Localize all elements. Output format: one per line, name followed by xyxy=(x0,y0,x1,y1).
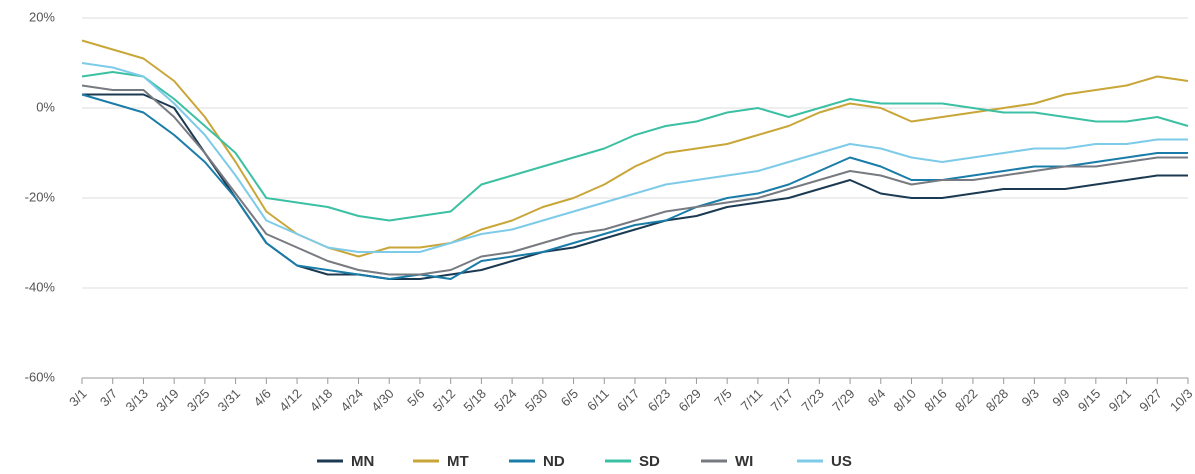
x-tick-label: 6/17 xyxy=(614,386,643,415)
legend-label: MN xyxy=(351,453,374,469)
x-tick-label: 10/3 xyxy=(1167,386,1195,415)
x-tick-label: 8/10 xyxy=(891,386,920,415)
x-tick-label: 5/24 xyxy=(491,386,520,415)
x-tick-label: 4/12 xyxy=(276,386,305,415)
series-line xyxy=(81,93,1188,280)
x-tick-label: 9/21 xyxy=(1106,386,1135,415)
x-tick-label: 7/29 xyxy=(829,386,858,415)
y-tick-label: -60% xyxy=(25,369,56,384)
y-tick-label: 0% xyxy=(36,99,55,114)
series-line xyxy=(81,62,1188,253)
x-tick-label: 7/17 xyxy=(768,386,797,415)
x-tick-label: 9/27 xyxy=(1136,386,1165,415)
x-tick-label: 3/19 xyxy=(153,386,182,415)
y-tick-label: -40% xyxy=(25,279,56,294)
x-tick-label: 3/13 xyxy=(122,386,151,415)
legend-label: US xyxy=(831,453,852,469)
series-line xyxy=(81,84,1188,276)
x-tick-label: 5/30 xyxy=(522,386,551,415)
x-tick-label: 5/18 xyxy=(460,386,489,415)
x-tick-label: 9/9 xyxy=(1049,386,1072,409)
y-tick-label: -20% xyxy=(25,189,56,204)
x-tick-label: 8/4 xyxy=(865,386,888,409)
x-tick-label: 6/11 xyxy=(584,386,612,414)
x-tick-label: 4/30 xyxy=(368,386,397,415)
x-tick-label: 3/25 xyxy=(184,386,213,415)
x-tick-label: 7/5 xyxy=(711,386,734,409)
x-tick-label: 6/23 xyxy=(645,386,674,415)
x-tick-label: 5/12 xyxy=(430,386,459,415)
x-tick-label: 9/15 xyxy=(1075,386,1104,415)
x-tick-label: 3/1 xyxy=(66,386,89,409)
x-tick-label: 8/28 xyxy=(983,386,1012,415)
x-tick-label: 6/29 xyxy=(675,386,704,415)
x-tick-label: 7/23 xyxy=(798,386,827,415)
series-line xyxy=(81,39,1189,258)
legend-label: MT xyxy=(447,453,469,469)
legend-label: ND xyxy=(543,453,565,469)
x-tick-label: 4/6 xyxy=(250,386,273,409)
x-tick-label: 8/22 xyxy=(952,386,981,415)
y-tick-label: 20% xyxy=(29,9,55,24)
x-tick-label: 8/16 xyxy=(921,386,950,415)
legend-label: SD xyxy=(639,453,660,469)
series-line xyxy=(82,93,1188,280)
x-tick-label: 6/5 xyxy=(558,386,581,409)
x-tick-label: 3/7 xyxy=(97,386,120,409)
x-tick-label: 4/24 xyxy=(338,386,367,415)
x-tick-label: 7/11 xyxy=(738,386,766,414)
legend-label: WI xyxy=(735,453,753,469)
x-tick-label: 9/3 xyxy=(1019,386,1042,409)
x-tick-label: 4/18 xyxy=(307,386,336,415)
series-line xyxy=(81,71,1189,222)
x-tick-label: 3/31 xyxy=(215,386,244,415)
x-tick-label: 5/6 xyxy=(404,386,427,409)
